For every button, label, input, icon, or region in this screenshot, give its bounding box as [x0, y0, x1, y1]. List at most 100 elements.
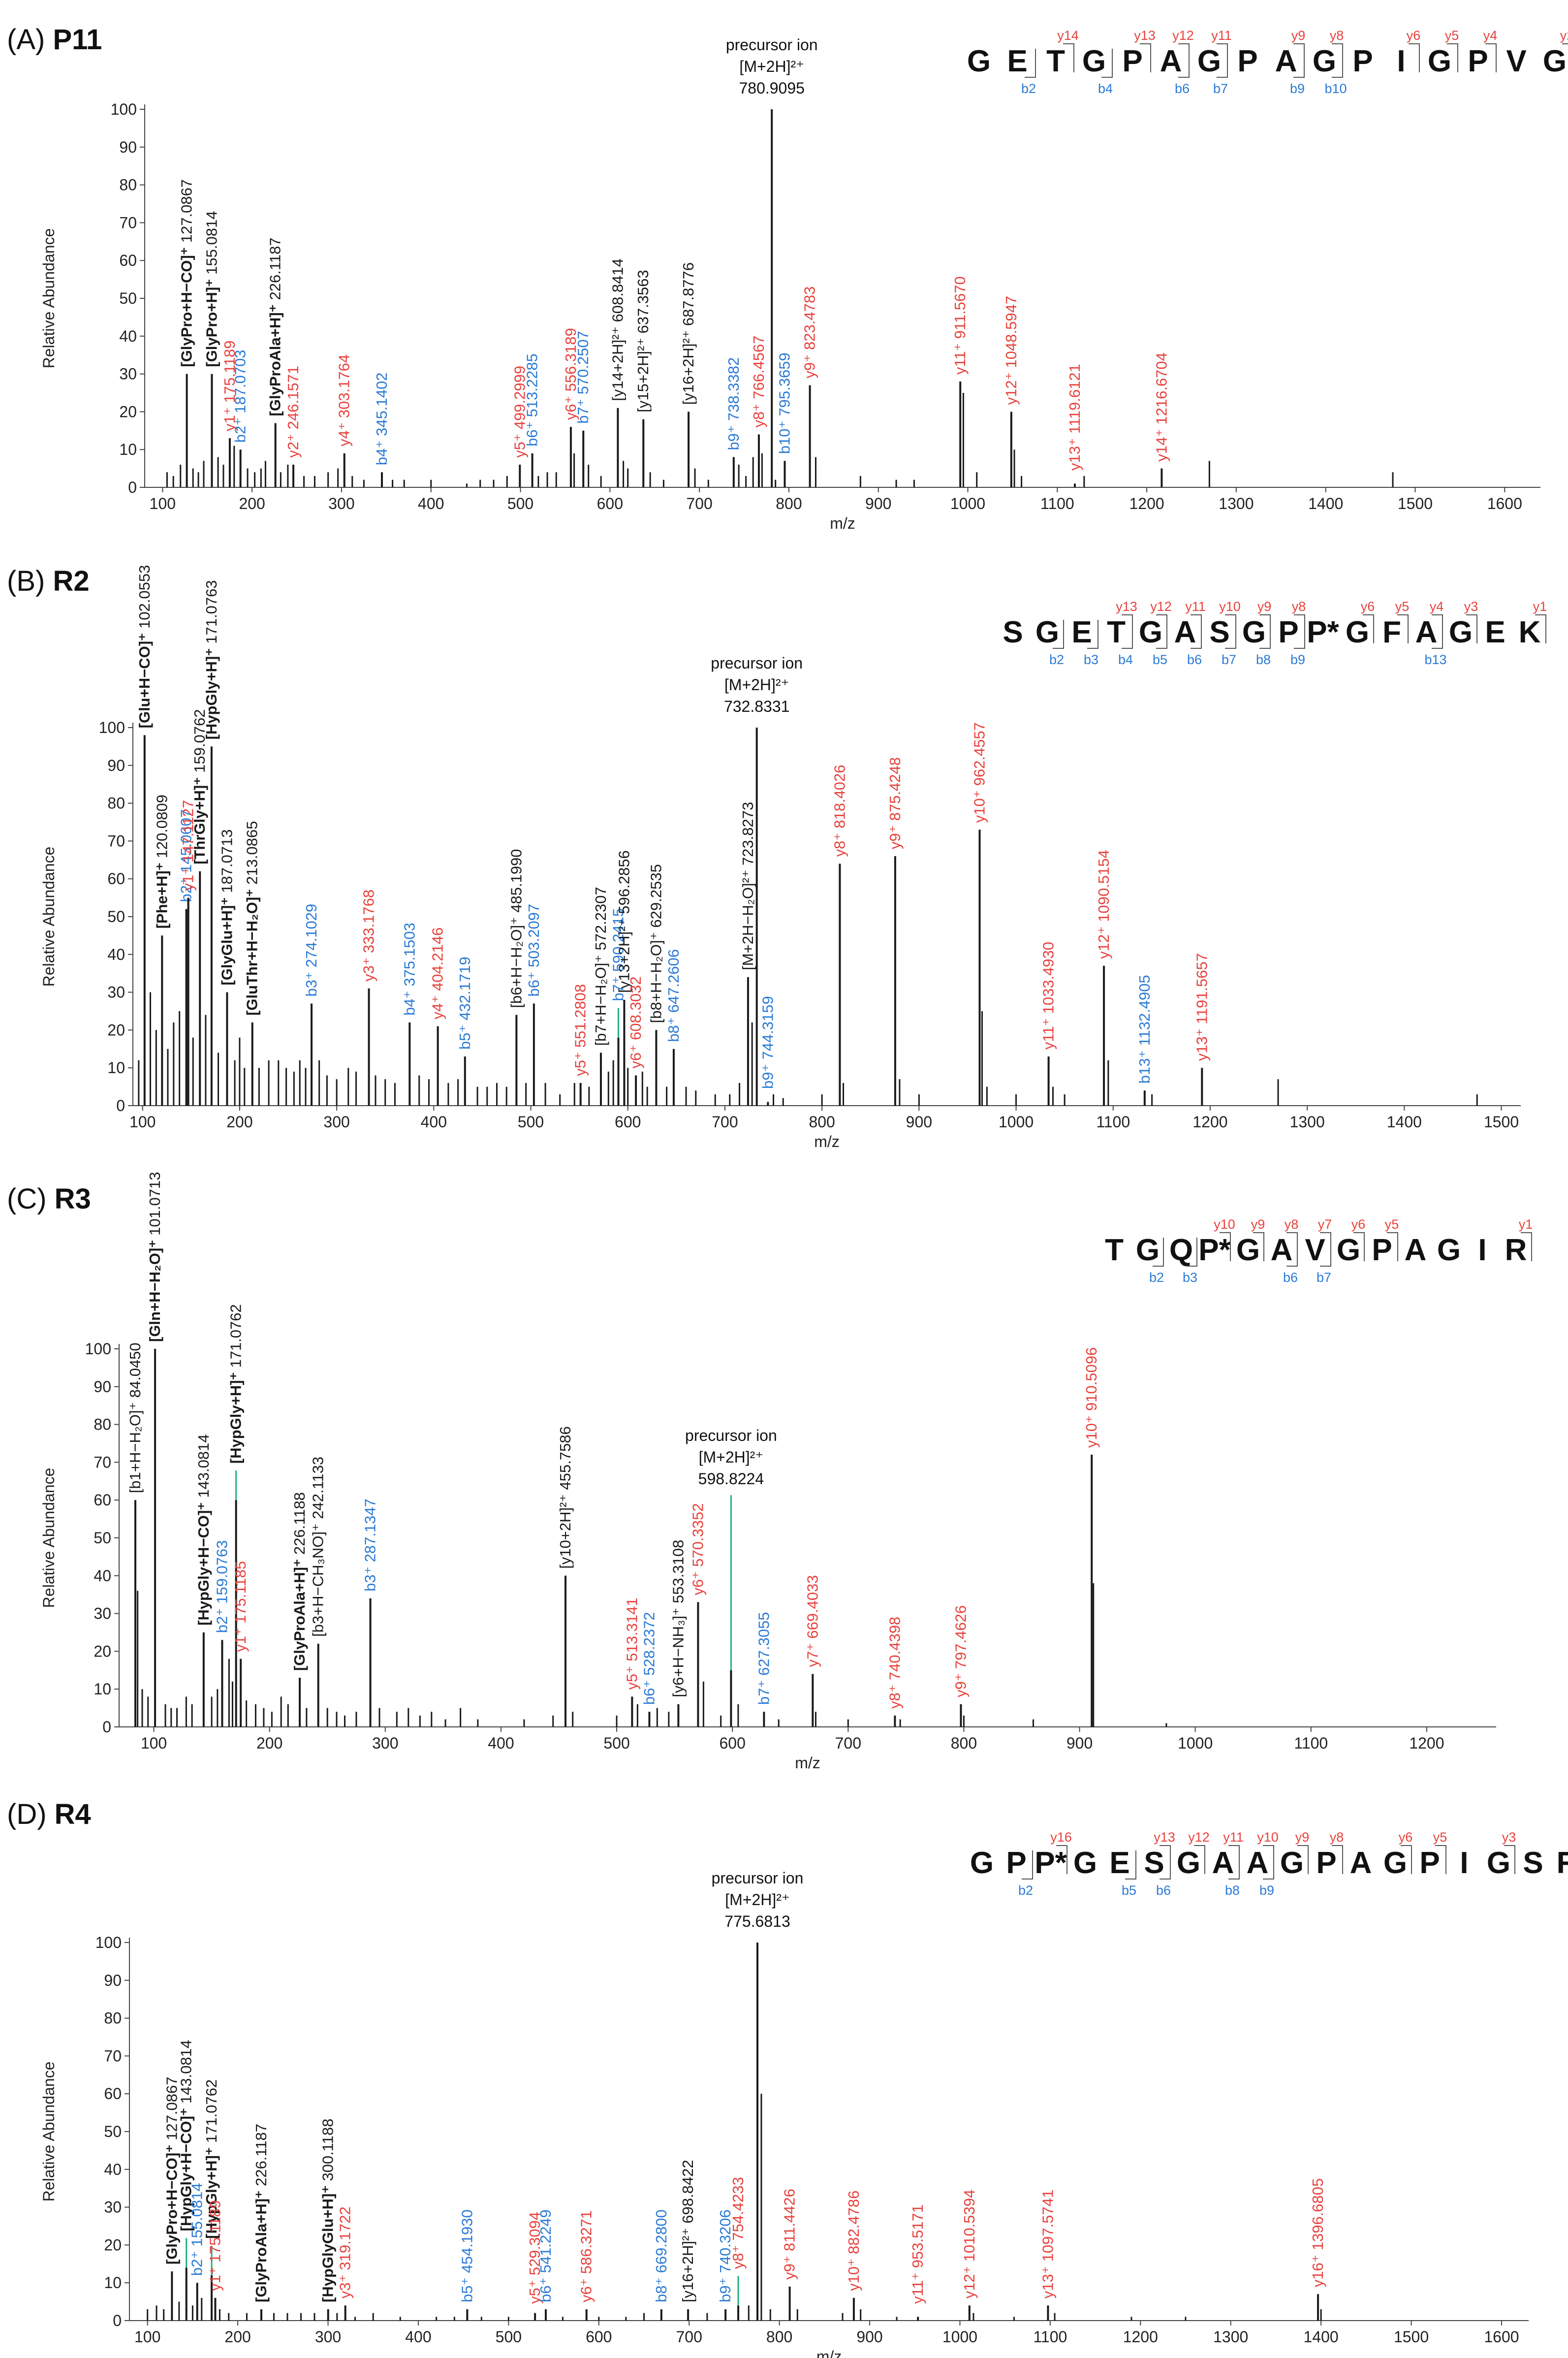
y-ion-bracket — [1535, 614, 1546, 643]
x-axis-label: m/z — [795, 1754, 820, 1772]
peak-label-value: b13⁺ 1132.4905 — [1136, 975, 1153, 1083]
peak-label-value: y12⁺ 1048.5947 — [1003, 296, 1020, 405]
y-ion-label: y6 — [1351, 1217, 1366, 1232]
peak-label: [ThrGly+H]⁺ 159.0762 — [191, 709, 208, 864]
x-tick-label: 200 — [256, 1734, 282, 1752]
peak-label-fragment: [GlyPro+H−CO]⁺ — [163, 2140, 180, 2264]
y-ion-label: y5 — [1395, 599, 1410, 614]
y-ion-label: y12 — [1150, 599, 1172, 614]
peak-label-value: y9⁺ 823.4783 — [801, 287, 818, 379]
y-tick-label: 80 — [107, 795, 125, 812]
peak-label: y3⁺ 333.1768 — [360, 890, 377, 982]
panel-R4: (D) R4 0 10 20 30 40 50 60 70 80 90 100 100 200 300 400… — [7, 1798, 1568, 2358]
peak-label: [GlyPro+H−CO]⁺ 127.0867 — [163, 2076, 180, 2264]
peak-label: [HypGly+H−CO]⁺ 143.0814 — [178, 2040, 195, 2231]
x-tick-label: 1000 — [942, 2328, 977, 2346]
y-tick-label: 60 — [94, 1491, 111, 1509]
sequence-residue: S — [1003, 615, 1023, 649]
b-ion-label: b2 — [1049, 652, 1064, 667]
peak-label-value: [y13+2H]²⁺ 596.2856 — [615, 850, 632, 993]
y-tick-label: 60 — [104, 2085, 122, 2103]
x-tick-label: 1100 — [1040, 495, 1074, 512]
peak-label-value: y12⁺ 1090.5154 — [1095, 850, 1112, 959]
y-tick-label: 40 — [107, 946, 125, 963]
y-axis-label: Relative Abundance — [40, 1468, 58, 1608]
x-tick-label: 200 — [226, 1113, 252, 1131]
peak-label: [y15+2H]²⁺ 637.3563 — [634, 270, 652, 413]
y-axis-label: Relative Abundance — [40, 847, 58, 987]
peak-label: y8⁺ 766.4567 — [750, 335, 767, 427]
peak-label: [GlyProAla+H]⁺ 226.1187 — [267, 237, 284, 416]
peak-label-value: [b8+H−H₂O]⁺ 629.2535 — [647, 864, 664, 1023]
peak-label: [GlyProAla+H]⁺ 226.1188 — [291, 1492, 308, 1671]
b-ion-bracket — [1293, 49, 1305, 78]
peak-label: b10⁺ 795.3659 — [776, 352, 793, 454]
b-ion-label: b6 — [1187, 652, 1202, 667]
peak-label-value: b4⁺ 345.1402 — [373, 373, 390, 466]
x-tick-label: 1300 — [1290, 1113, 1325, 1131]
peak-label-fragment: [GlyProAla+H]⁺ — [291, 1555, 308, 1671]
y-ion-label: y4 — [1483, 28, 1498, 43]
y-tick-label: 80 — [104, 2009, 122, 2027]
y-tick-label: 0 — [113, 2312, 122, 2329]
peak-label-value: 171.0763 — [203, 580, 220, 643]
x-tick-label: 500 — [603, 1734, 629, 1752]
b-ion-label: b2 — [1021, 81, 1036, 96]
peak-label: [Phe+H]⁺ 120.0809 — [153, 795, 170, 928]
peak-label: y11⁺ 911.5670 — [951, 276, 969, 375]
x-tick-label: 1500 — [1484, 1113, 1519, 1131]
y-ion-label: y8 — [1292, 599, 1306, 614]
b-ion-bracket — [1101, 49, 1113, 78]
peak-label-value: [b1+H−H₂O]⁺ 84.0450 — [126, 1342, 144, 1493]
b-ion-bracket — [1087, 620, 1098, 649]
y-tick-label: 50 — [107, 908, 125, 925]
peak-label-fragment: [HypGly+H−CO]⁺ — [195, 1498, 212, 1625]
y-ion-bracket — [1466, 614, 1477, 643]
x-tick-label: 600 — [597, 495, 623, 512]
peak-label-value: y14⁺ 1216.6704 — [1153, 352, 1170, 462]
y-ion-bracket — [1194, 1845, 1205, 1874]
y-tick-label: 10 — [107, 1059, 125, 1077]
sequence-residue: K — [1519, 615, 1541, 649]
y-tick-label: 30 — [104, 2199, 122, 2216]
y-ion-label: y2 — [1560, 28, 1568, 43]
sequence-residue: E — [1007, 44, 1027, 78]
peak-label: y1⁺ 175.1189 — [206, 2200, 223, 2291]
peak-label: [HypGly+H−CO]⁺ 143.0814 — [195, 1434, 212, 1625]
y-ion-label: y3 — [1502, 1830, 1516, 1845]
sequence-residue: R — [1557, 1846, 1568, 1880]
peak-label: [y10+2H]²⁺ 455.7586 — [557, 1426, 574, 1569]
y-tick-label: 60 — [119, 252, 137, 269]
peak-label-fragment: [GlyPro+H−CO]⁺ — [178, 243, 195, 367]
sequence-residue: G — [1543, 44, 1567, 78]
sequence-residue: P — [1278, 615, 1298, 649]
x-tick-label: 900 — [906, 1113, 932, 1131]
peak-label: y9⁺ 811.4426 — [781, 2189, 798, 2280]
peak-label: b13⁺ 1132.4905 — [1136, 975, 1153, 1083]
x-tick-label: 900 — [1066, 1734, 1093, 1752]
peak-label: [b1+H−H₂O]⁺ 84.0450 — [126, 1342, 144, 1493]
peak-label-value: y9⁺ 797.4626 — [952, 1605, 969, 1697]
peak-label: [b7+H−H₂O]⁺ 572.2307 — [592, 887, 609, 1046]
y-ion-bracket — [1332, 1845, 1343, 1874]
y-tick-label: 70 — [119, 214, 137, 231]
y-tick-label: 10 — [94, 1680, 111, 1698]
peak-label: b9⁺ 744.3159 — [759, 996, 776, 1089]
sequence-residue: S — [1144, 1846, 1164, 1880]
y-ion-label: y9 — [1291, 28, 1306, 43]
y-ion-label: y6 — [1399, 1830, 1413, 1845]
sequence-residue: V — [1506, 44, 1526, 78]
peak-label-value: 102.0553 — [136, 565, 153, 629]
peak-label: y10⁺ 882.4786 — [845, 2191, 862, 2291]
peak-label-fragment: [Phe+H]⁺ — [153, 858, 170, 928]
peak-label-value: 213.0865 — [244, 821, 261, 885]
x-tick-label: 200 — [239, 495, 265, 512]
y-ion-bracket — [1485, 43, 1497, 72]
peak-label-value: y6⁺ 556.3189 — [562, 328, 579, 420]
y-ion-label: y13 — [1134, 28, 1156, 43]
y-tick-label: 30 — [94, 1605, 111, 1623]
b-ion-label: b3 — [1183, 1270, 1197, 1285]
sequence-residue: E — [1109, 1846, 1129, 1880]
precursor-title: precursor ion — [712, 1869, 804, 1887]
peak-label: [GlyPro+H]⁺ 155.0814 — [203, 211, 220, 367]
